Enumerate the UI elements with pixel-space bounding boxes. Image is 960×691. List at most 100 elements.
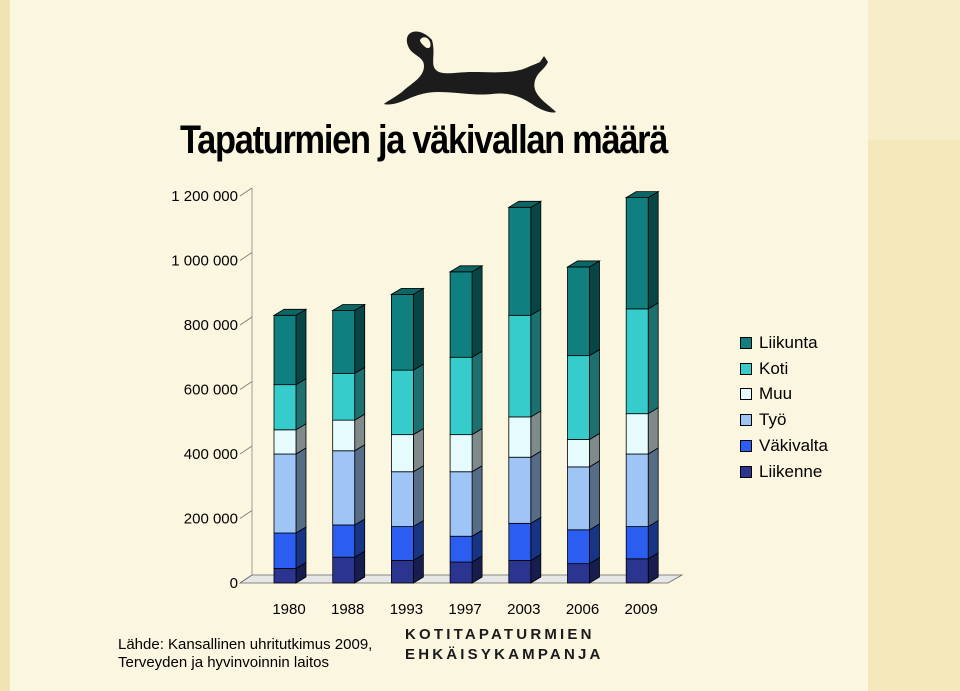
bar-1988-Liikenne xyxy=(332,556,356,584)
bar-side-1988-Liikunta xyxy=(354,303,366,375)
bar-1988-Muu xyxy=(332,419,356,452)
legend-item: Muu xyxy=(740,382,828,408)
bar-side-1993-Työ xyxy=(412,465,424,528)
y-gridline-tick xyxy=(239,510,253,519)
bar-1997-Liikunta xyxy=(449,271,473,358)
bar-2006-Liikenne xyxy=(567,563,590,584)
bar-1993-Koti xyxy=(390,369,414,436)
legend-swatch xyxy=(740,440,752,453)
y-tick-label: 800 000 xyxy=(184,317,238,334)
bar-2006-Muu xyxy=(567,439,590,468)
bar-side-1988-Koti xyxy=(354,366,366,421)
bar-1993-Muu xyxy=(390,434,414,473)
y-tick-label: 0 xyxy=(230,575,238,592)
bar-side-2009-Työ xyxy=(647,447,659,528)
legend-item: Väkivalta xyxy=(740,433,828,459)
legend-swatch xyxy=(740,465,752,478)
bar-top-2009 xyxy=(624,191,660,199)
bar-side-2003-Muu xyxy=(530,410,542,458)
bar-side-1993-Muu xyxy=(412,427,424,473)
bar-1980-Väkivalta xyxy=(273,532,297,569)
bar-2009-Liikenne xyxy=(625,558,649,584)
bar-side-1997-Liikunta xyxy=(471,265,483,358)
bar-1980-Muu xyxy=(273,429,297,455)
bar-2003-Liikunta xyxy=(508,206,532,316)
campaign-line-2: EHKÄISYKAMPANJA xyxy=(405,646,604,663)
bar-side-2003-Liikunta xyxy=(530,200,542,317)
bar-side-2003-Koti xyxy=(530,308,542,418)
bar-1988-Koti xyxy=(332,372,356,421)
bar-side-1980-Työ xyxy=(295,447,307,534)
y-gridline-tick xyxy=(239,445,253,455)
bar-side-2003-Työ xyxy=(530,450,542,525)
bar-1993-Työ xyxy=(390,471,414,527)
left-decor-strip xyxy=(0,0,10,691)
bar-1997-Muu xyxy=(449,434,473,473)
source-line-2: Terveyden ja hyvinvoinnin laitos xyxy=(118,654,329,671)
bar-2006-Väkivalta xyxy=(567,529,590,565)
legend-item: Koti xyxy=(740,356,828,382)
bar-side-2003-Väkivalta xyxy=(530,516,542,562)
bar-side-1980-Väkivalta xyxy=(295,526,307,570)
bar-1980-Koti xyxy=(273,384,297,431)
bar-1997-Liikenne xyxy=(449,561,473,584)
y-gridline-tick xyxy=(239,316,253,326)
y-tick-label: 400 000 xyxy=(184,446,238,463)
y-tick-label: 1 200 000 xyxy=(171,188,238,205)
bar-side-1997-Muu xyxy=(471,427,483,473)
legend-swatch xyxy=(740,336,752,349)
bar-side-1988-Väkivalta xyxy=(354,518,366,558)
bar-1980-Työ xyxy=(273,453,297,534)
bar-top-2006 xyxy=(566,260,601,268)
legend-item: Työ xyxy=(740,407,828,433)
chart-title: Tapaturmien ja väkivallan määrä xyxy=(180,118,668,162)
y-tick-label: 600 000 xyxy=(184,382,238,399)
bar-side-1993-Liikunta xyxy=(412,287,424,371)
x-tick-label: 1993 xyxy=(390,601,423,618)
bar-1988-Työ xyxy=(332,450,356,526)
bar-2009-Työ xyxy=(625,453,649,527)
bar-1993-Väkivalta xyxy=(390,526,414,561)
x-tick-label: 1980 xyxy=(272,601,305,618)
bar-side-1997-Työ xyxy=(471,465,483,537)
bar-side-2009-Koti xyxy=(647,302,659,415)
bar-side-1988-Työ xyxy=(354,444,366,526)
bar-2003-Muu xyxy=(508,416,532,458)
x-tick-label: 1997 xyxy=(448,601,481,618)
x-tick-label: 2009 xyxy=(625,601,658,618)
y-gridline-tick xyxy=(239,252,253,261)
bar-side-2009-Liikunta xyxy=(647,190,659,310)
bar-2003-Liikenne xyxy=(508,560,532,584)
legend-swatch xyxy=(740,414,752,427)
bar-top-1997 xyxy=(448,265,484,273)
bar-1997-Työ xyxy=(449,471,473,537)
bar-top-2003 xyxy=(507,200,543,208)
bar-1980-Liikunta xyxy=(273,314,297,386)
bar-1993-Liikenne xyxy=(390,560,414,584)
x-tick-label: 2003 xyxy=(507,601,540,618)
bar-side-2009-Muu xyxy=(647,406,659,455)
bar-side-2006-Koti xyxy=(589,348,600,441)
bar-side-1993-Väkivalta xyxy=(412,519,424,562)
bar-side-2009-Väkivalta xyxy=(647,519,659,560)
bar-side-1993-Koti xyxy=(412,363,424,436)
bar-2003-Työ xyxy=(508,456,532,524)
y-gridline-tick xyxy=(239,381,253,390)
bar-top-1980 xyxy=(272,308,308,316)
legend-label: Muu xyxy=(759,384,793,404)
bar-side-1997-Koti xyxy=(471,350,483,436)
bar-2006-Liikunta xyxy=(567,266,590,357)
bar-top-1993 xyxy=(389,287,425,295)
source-note: Lähde: Kansallinen uhritutkimus 2009, Te… xyxy=(118,636,372,672)
bar-2006-Koti xyxy=(567,355,590,440)
bar-1988-Liikunta xyxy=(332,310,356,374)
campaign-line-1: KOTITAPATURMIEN xyxy=(405,626,595,643)
legend-label: Liikenne xyxy=(759,461,823,481)
x-tick-label: 1988 xyxy=(331,601,364,618)
legend-swatch xyxy=(740,362,752,375)
cat-silhouette-icon xyxy=(384,31,556,113)
legend-label: Työ xyxy=(759,410,787,430)
campaign-logo-text: KOTITAPATURMIEN EHKÄISYKAMPANJA xyxy=(405,625,604,665)
bar-side-2006-Liikunta xyxy=(589,260,600,357)
